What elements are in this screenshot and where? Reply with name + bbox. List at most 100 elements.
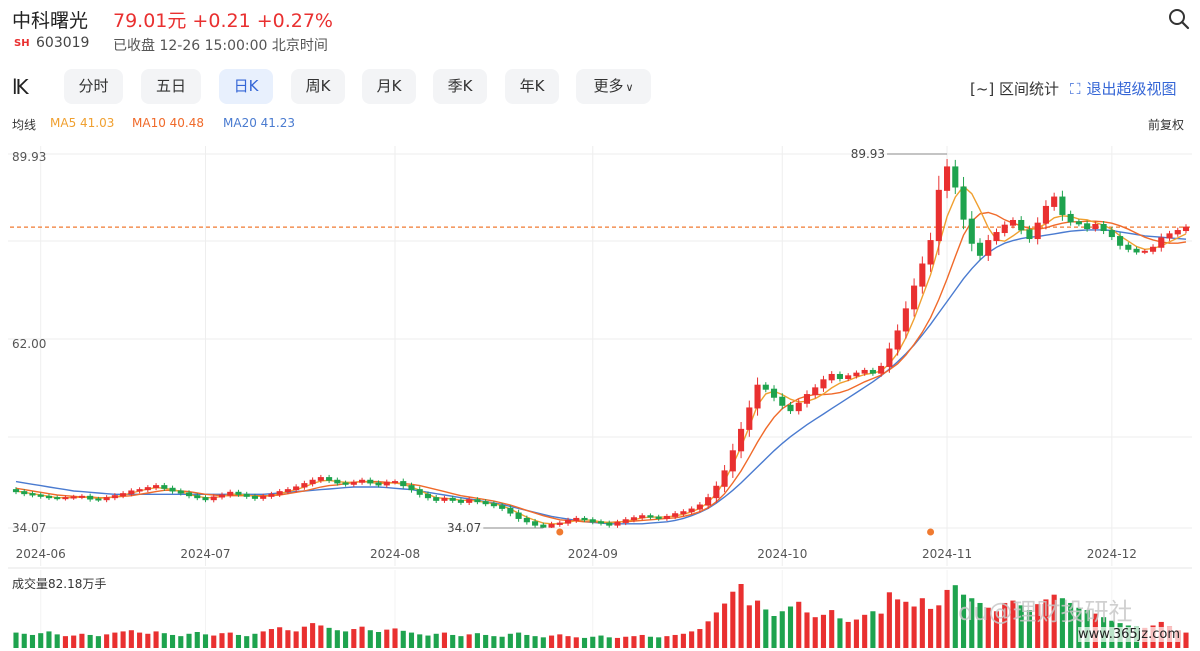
kline-toggle-icon[interactable]: lK xyxy=(12,75,29,99)
candle-body xyxy=(622,519,629,523)
candle-body xyxy=(828,373,835,381)
candle-body xyxy=(87,495,94,500)
volume-bar xyxy=(293,631,299,648)
volume-bar xyxy=(952,585,958,648)
volume-bar xyxy=(326,627,332,648)
candle-body xyxy=(696,504,703,510)
volume-bar xyxy=(623,636,629,648)
tab-daily-k[interactable]: 日K xyxy=(219,69,273,104)
volume-bar xyxy=(862,614,868,648)
volume-bar xyxy=(441,632,448,648)
volume-bar xyxy=(606,637,612,648)
volume-bar xyxy=(375,632,382,648)
volume-bar xyxy=(46,631,52,648)
candle-body xyxy=(45,495,53,499)
candle-body xyxy=(630,517,638,521)
candle-body xyxy=(1100,224,1107,232)
candle-body xyxy=(29,493,36,496)
tab-more[interactable]: 更多 ∨ xyxy=(576,69,651,104)
candle-body xyxy=(62,497,69,500)
volume-bar xyxy=(532,636,538,648)
volume-bar xyxy=(993,611,1000,648)
volume-bar xyxy=(911,606,917,648)
volume-bar xyxy=(771,616,777,648)
ma10-legend: MA10 40.48 xyxy=(132,116,204,130)
candle-body xyxy=(54,497,61,500)
candle-body xyxy=(441,497,448,501)
price-change-text: 79.01元 +0.21 +0.27% xyxy=(113,10,333,32)
candle-body xyxy=(367,479,374,484)
volume-bar xyxy=(680,633,686,648)
tab-label: 月K xyxy=(376,77,402,95)
volume-bar xyxy=(878,613,884,648)
volume-bar xyxy=(458,636,464,648)
tab-quarterly-k[interactable]: 季K xyxy=(433,69,487,104)
candle-body xyxy=(144,487,151,491)
watermark-url: www.365jz.com xyxy=(1078,627,1180,642)
volume-bar xyxy=(969,598,975,648)
volume-bar xyxy=(13,632,19,648)
candle-body xyxy=(309,479,316,485)
candle-body xyxy=(993,232,1000,242)
volume-bar xyxy=(466,634,472,648)
volume-bar xyxy=(540,637,546,648)
x-tick-label: 2024-11 xyxy=(922,547,972,561)
volume-bar xyxy=(1026,610,1033,648)
volume-bar xyxy=(194,632,200,648)
ma10-line xyxy=(15,211,1187,524)
candle-body xyxy=(836,373,843,379)
candle-body xyxy=(688,508,695,513)
volume-bar xyxy=(318,625,324,648)
candle-body xyxy=(235,491,242,495)
volume-bar xyxy=(235,634,242,648)
tab-yearly-k[interactable]: 年K xyxy=(505,69,559,104)
volume-bar xyxy=(417,634,423,648)
volume-bar xyxy=(598,635,604,648)
candle-body xyxy=(359,479,366,483)
x-tick-label: 2024-06 xyxy=(16,547,66,561)
range-stat-button[interactable]: [~] 区间统计 xyxy=(970,80,1060,98)
candle-body xyxy=(1092,224,1099,230)
candle-body xyxy=(581,517,588,521)
tab-five-day[interactable]: 五日 xyxy=(141,69,201,104)
candle-body xyxy=(400,481,407,487)
volume-bar xyxy=(672,634,678,648)
candle-body xyxy=(507,507,514,514)
x-tick-label: 2024-12 xyxy=(1087,547,1137,561)
candle-body xyxy=(424,493,432,499)
candle-body xyxy=(218,494,226,498)
candle-body xyxy=(21,491,28,495)
volume-bar xyxy=(95,636,101,648)
candle-body xyxy=(120,493,127,497)
candle-body xyxy=(1059,196,1066,215)
candle-body xyxy=(293,486,300,491)
candle-body xyxy=(639,515,646,519)
candle-body xyxy=(713,485,720,499)
volume-bar xyxy=(763,609,769,648)
volume-bar xyxy=(474,633,480,648)
search-icon[interactable] xyxy=(1168,8,1190,30)
tab-weekly-k[interactable]: 周K xyxy=(291,69,345,104)
candle-body xyxy=(227,491,234,496)
tab-monthly-k[interactable]: 月K xyxy=(362,69,416,104)
event-marker-dot[interactable] xyxy=(556,528,564,536)
candle-body xyxy=(845,375,852,379)
adjust-mode-toggle[interactable]: 前复权 xyxy=(1148,118,1185,132)
volume-bar xyxy=(895,599,901,648)
ma20-legend: MA20 41.23 xyxy=(223,116,295,130)
volume-bar xyxy=(252,633,258,648)
event-marker-dot[interactable] xyxy=(927,528,935,536)
ma20-line xyxy=(15,229,1187,525)
candle-body xyxy=(136,489,143,492)
volume-bar xyxy=(260,631,266,648)
candle-body xyxy=(894,330,901,350)
exit-super-view-button[interactable]: ⛶ 退出超级视图 xyxy=(1070,78,1177,99)
candle-body xyxy=(902,308,909,332)
y-tick-label: 89.93 xyxy=(12,150,46,164)
stock-code: 603019 xyxy=(36,35,90,51)
volume-bar xyxy=(787,606,794,648)
tab-minute[interactable]: 分时 xyxy=(64,69,123,104)
volume-bar xyxy=(87,634,93,648)
candle-body xyxy=(911,285,918,310)
